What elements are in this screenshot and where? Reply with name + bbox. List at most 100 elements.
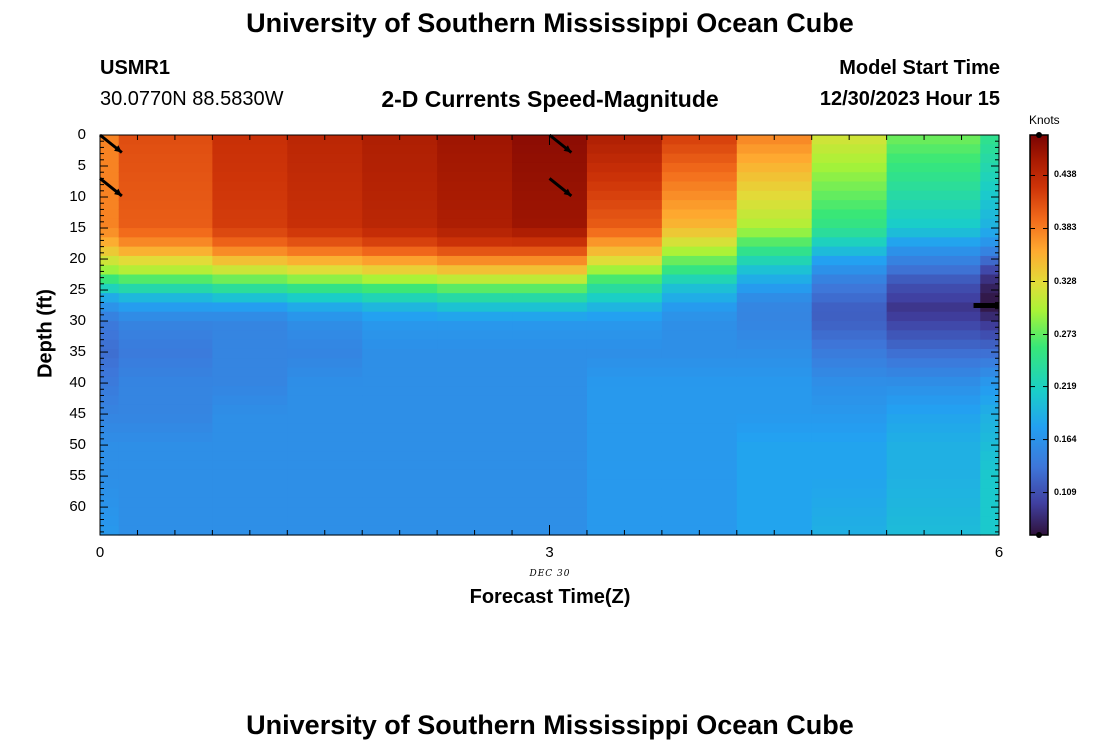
heatmap-cell	[287, 479, 363, 490]
heatmap-cell	[586, 190, 663, 201]
heatmap-cell	[736, 237, 813, 248]
heatmap-cell	[512, 367, 588, 378]
heatmap-cell	[886, 497, 981, 508]
heatmap-cell	[661, 255, 738, 266]
heatmap-cell	[811, 311, 888, 322]
heatmap-cell	[100, 423, 120, 434]
heatmap-cell	[811, 265, 888, 276]
heatmap-cell	[736, 228, 813, 238]
heatmap-cell	[437, 181, 513, 192]
heatmap-cell	[586, 488, 663, 499]
heatmap-cell	[437, 293, 513, 304]
heatmap-cell	[980, 395, 1000, 406]
heatmap-cell	[886, 479, 981, 490]
heatmap-cell	[512, 283, 588, 294]
heatmap-cell	[118, 423, 213, 434]
heatmap-cell	[437, 330, 513, 341]
heatmap-cell	[661, 144, 738, 155]
x-tick-label: 0	[95, 544, 105, 561]
heatmap-cell	[118, 330, 213, 341]
heatmap-cell	[661, 153, 738, 164]
heatmap-cell	[212, 516, 288, 527]
heatmap-cell	[437, 190, 513, 201]
heatmap-cell	[586, 386, 663, 397]
colorbar-tick-label: 0.164	[1054, 433, 1077, 444]
heatmap-cell	[512, 507, 588, 517]
heatmap-cell	[212, 255, 288, 266]
heatmap-cell	[980, 274, 1000, 285]
heatmap-cell	[118, 460, 213, 471]
heatmap-cell	[736, 330, 813, 341]
heatmap-cell	[437, 311, 513, 322]
heatmap-cell	[437, 488, 513, 499]
heatmap-cell	[586, 293, 663, 304]
heatmap-cell	[212, 339, 288, 350]
heatmap-cell	[437, 423, 513, 434]
heatmap-cell	[586, 153, 663, 164]
heatmap-cell	[362, 162, 438, 173]
heatmap-cell	[586, 172, 663, 183]
y-tick-label: 45	[69, 405, 86, 423]
heatmap-cell	[886, 311, 981, 322]
heatmap-cell	[437, 441, 513, 452]
y-tick-label: 35	[69, 343, 86, 361]
heatmap-cell	[362, 246, 438, 257]
heatmap-cell	[661, 516, 738, 527]
heatmap-cell	[886, 488, 981, 499]
heatmap-cell	[212, 237, 288, 248]
heatmap-cell	[980, 321, 1000, 331]
heatmap-cell	[980, 441, 1000, 452]
heatmap-cell	[212, 488, 288, 499]
heatmap-cell	[661, 209, 738, 220]
heatmap-cell	[980, 209, 1000, 220]
heatmap-cell	[212, 460, 288, 471]
heatmap-cell	[661, 441, 738, 452]
heatmap-cell	[980, 153, 1000, 164]
heatmap-cell	[437, 451, 513, 462]
heatmap-cell	[100, 469, 120, 480]
heatmap-cell	[661, 283, 738, 294]
heatmap-cell	[886, 274, 981, 285]
heatmap-cell	[118, 376, 213, 387]
heatmap-cell	[118, 135, 213, 145]
heatmap-cell	[586, 414, 663, 424]
heatmap-cell	[811, 386, 888, 397]
x-tick-label: 3	[545, 544, 554, 561]
heatmap-cell	[736, 265, 813, 276]
heatmap-cell	[980, 265, 1000, 276]
heatmap-cell	[437, 507, 513, 517]
heatmap-cell	[980, 516, 1000, 527]
heatmap-cell	[811, 246, 888, 257]
heatmap-cell	[661, 293, 738, 304]
heatmap-cell	[362, 218, 438, 229]
heatmap-cell	[100, 460, 120, 471]
heatmap-cell	[100, 172, 120, 183]
heatmap-cell	[287, 488, 363, 499]
heatmap-cell	[287, 432, 363, 443]
heatmap-cell	[287, 218, 363, 229]
heatmap-cell	[362, 432, 438, 443]
heatmap-cell	[661, 321, 738, 331]
heatmap-cell	[100, 283, 120, 294]
heatmap-cell	[212, 376, 288, 387]
heatmap-cell	[100, 339, 120, 350]
heatmap-cell	[100, 209, 120, 220]
heatmap-cell	[512, 395, 588, 406]
heatmap-cell	[886, 255, 981, 266]
y-tick-label: 55	[69, 467, 86, 485]
heatmap-cell	[661, 414, 738, 424]
heatmap-cell	[586, 404, 663, 415]
heatmap-cell	[212, 209, 288, 220]
heatmap-cell	[512, 172, 588, 183]
heatmap-cell	[100, 293, 120, 304]
heatmap-cell	[512, 441, 588, 452]
y-axis-label: Depth (ft)	[34, 289, 57, 378]
heatmap-cell	[586, 479, 663, 490]
heatmap-cell	[736, 200, 813, 211]
heatmap-cell	[586, 246, 663, 257]
heatmap-cell	[118, 497, 213, 508]
heatmap-cell	[980, 479, 1000, 490]
heatmap-cell	[512, 209, 588, 220]
heatmap-cell	[811, 200, 888, 211]
heatmap-cell	[287, 376, 363, 387]
